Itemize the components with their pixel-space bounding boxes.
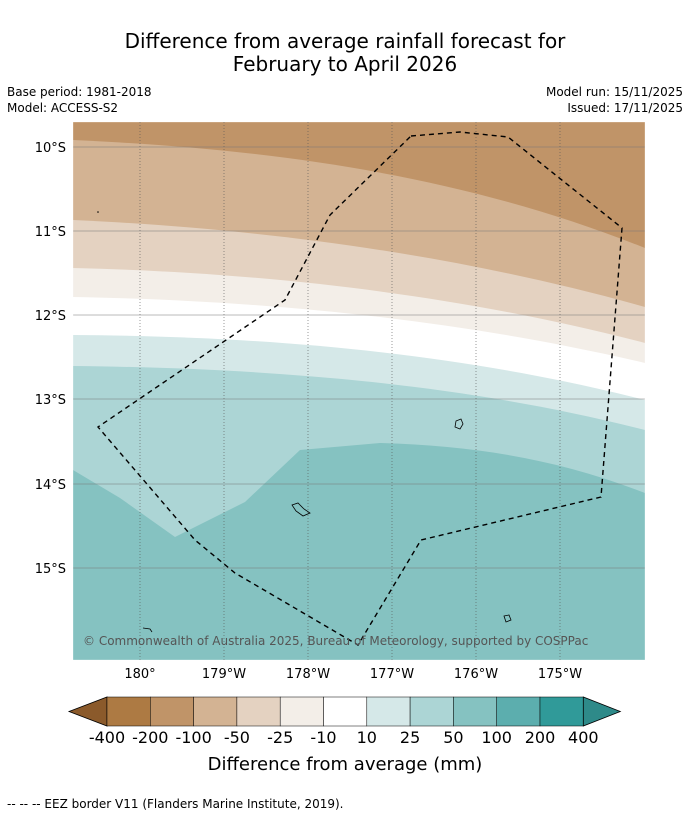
colorbar-tick-label: -25 xyxy=(267,728,294,747)
title-line-2: February to April 2026 xyxy=(232,52,458,76)
colorbar-tick-label: 200 xyxy=(524,728,556,747)
lon-label: 178°W xyxy=(286,667,330,682)
colorbar-segment xyxy=(150,696,194,727)
island-dot xyxy=(97,211,99,213)
map-field: © Commonwealth of Australia 2025, Bureau… xyxy=(73,122,645,660)
colorbar-tick-label: 400 xyxy=(568,728,599,747)
colorbar-arrow-right xyxy=(582,696,622,727)
colorbar-tick-label: -400 xyxy=(88,728,126,747)
colorbar-segment xyxy=(496,696,541,727)
base-period: Base period: 1981-2018 xyxy=(7,85,152,99)
colorbar-tick-label: 100 xyxy=(481,728,512,747)
lat-label: 12°S xyxy=(35,309,66,324)
colorbar-tick-label: -50 xyxy=(223,728,250,747)
island-outline xyxy=(503,614,512,623)
lon-axis: 180° 179°W 178°W 177°W 176°W 175°W xyxy=(124,667,582,682)
eez-footnote: -- -- -- EEZ border V11 (Flanders Marine… xyxy=(7,797,344,811)
colorbar-segment xyxy=(106,696,151,727)
island-outline xyxy=(291,502,311,517)
lat-label: 15°S xyxy=(35,562,66,577)
colorbar-arrow-left xyxy=(67,696,108,727)
lat-label: 14°S xyxy=(35,478,66,493)
lon-label: 179°W xyxy=(202,667,246,682)
colorbar-tick-label: 50 xyxy=(443,728,464,747)
colorbar-title: Difference from average (mm) xyxy=(207,754,483,775)
meta-left: Base period: 1981-2018 Model: ACCESS-S2 xyxy=(7,84,152,116)
colorbar-segment xyxy=(453,696,497,727)
lon-label: 177°W xyxy=(370,667,414,682)
lon-label: 180° xyxy=(124,667,155,682)
colorbar-tick-label: -100 xyxy=(175,728,212,747)
colorbar-tick-label: 10 xyxy=(356,728,377,747)
colorbar-segment xyxy=(539,696,584,727)
island-outline xyxy=(142,627,153,633)
lat-axis: 10°S 11°S 12°S 13°S 14°S 15°S xyxy=(35,141,66,577)
lon-label: 175°W xyxy=(538,667,582,682)
colorbar-segment xyxy=(366,696,411,727)
colorbar-segment xyxy=(236,696,281,727)
meta-right: Model run: 15/11/2025 Issued: 17/11/2025 xyxy=(546,84,683,116)
lat-label: 10°S xyxy=(35,141,66,156)
model-run: Model run: 15/11/2025 xyxy=(545,85,683,99)
lon-label: 176°W xyxy=(454,667,498,682)
colorbar xyxy=(67,696,622,727)
model-name: Model: ACCESS-S2 xyxy=(7,101,119,115)
island-outline xyxy=(454,418,464,430)
chart-title: Difference from average rainfall forecas… xyxy=(0,30,690,76)
issued-date: Issued: 17/11/2025 xyxy=(567,101,683,115)
colorbar-segment xyxy=(323,696,368,727)
copyright-text: © Commonwealth of Australia 2025, Bureau… xyxy=(83,634,588,648)
colorbar-segment xyxy=(193,696,238,727)
band-pos-50-100 xyxy=(73,443,645,660)
lat-label: 11°S xyxy=(35,225,66,240)
colorbar-segment xyxy=(279,696,324,727)
colorbar-tick-label: -200 xyxy=(132,728,169,747)
lat-label: 13°S xyxy=(35,393,66,408)
colorbar-tick-label: -10 xyxy=(310,728,337,747)
map-frame xyxy=(72,121,646,661)
colorbar-tick-label: 25 xyxy=(399,728,421,747)
colorbar-segment xyxy=(409,696,454,727)
eez-border xyxy=(96,131,623,646)
title-line-1: Difference from average rainfall forecas… xyxy=(124,29,566,53)
graticule-parallels xyxy=(73,146,645,569)
